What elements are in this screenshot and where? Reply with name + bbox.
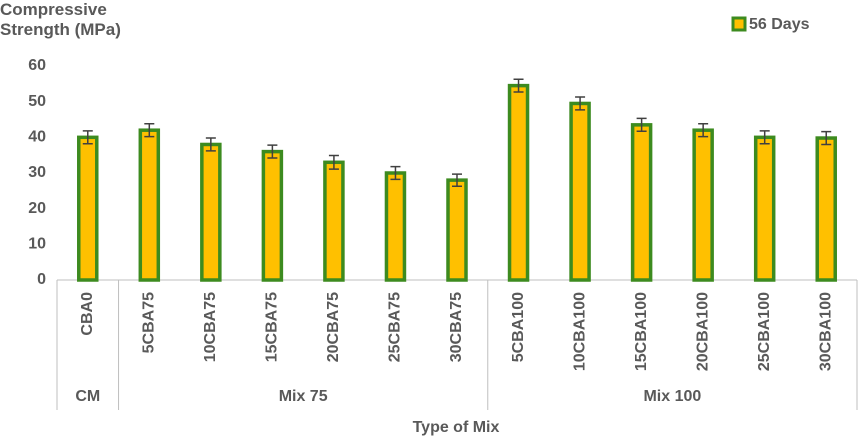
bar [446,178,468,282]
x-tick-label: 25CBA100 [756,292,773,371]
x-tick-label: 20CBA100 [694,292,711,371]
y-tick-label: 20 [28,200,46,217]
error-bar [513,78,524,93]
error-bar [205,137,216,152]
bar [507,83,530,282]
error-bar [390,165,401,181]
bar [323,160,345,282]
x-tick-label: 30CBA75 [448,292,465,362]
bar [261,149,284,282]
y-tick-label: 10 [28,236,46,253]
bar [753,135,776,282]
x-tick-label: 25CBA75 [387,292,404,362]
bar [630,123,653,282]
x-tick-label: 15CBA75 [264,292,281,362]
x-tick-label: 15CBA100 [633,292,650,371]
bar [815,136,837,282]
error-bar [821,130,832,146]
y-tick-label: 30 [28,164,46,181]
y-tick-label: 40 [28,129,46,146]
y-tick-label: 60 [28,57,46,74]
x-tick-label: 20CBA75 [325,292,342,362]
error-bar [82,130,93,145]
legend-swatch [731,16,747,32]
bar [569,101,591,282]
y-tick-label: 50 [28,93,46,110]
x-tick-label: 5CBA75 [141,292,158,353]
x-tick-label: CBA0 [79,292,96,336]
x-tick-label: 10CBA100 [571,292,588,371]
group-label: CM [75,388,100,405]
bar [692,128,714,282]
error-bar [759,130,770,145]
x-tick-label: 5CBA100 [510,292,527,362]
error-bar [328,154,339,170]
error-bar [267,144,278,159]
error-bar [452,173,462,187]
x-tick-label: 30CBA100 [817,292,834,371]
bar [138,128,161,282]
bar [200,142,222,282]
error-bar [144,123,155,138]
y-tick-label: 0 [37,271,46,288]
error-bar [636,117,647,133]
group-label: Mix 75 [279,388,328,405]
bar [77,135,99,282]
y-axis-title: Compressive Strength (MPa) [0,0,121,39]
group-label: Mix 100 [643,388,701,405]
x-tick-label: 10CBA75 [202,292,219,362]
error-bar [698,123,709,138]
legend-label: 56 Days [749,16,810,33]
error-bar [575,96,586,111]
bar [384,171,407,282]
x-axis-title: Type of Mix [413,419,500,436]
